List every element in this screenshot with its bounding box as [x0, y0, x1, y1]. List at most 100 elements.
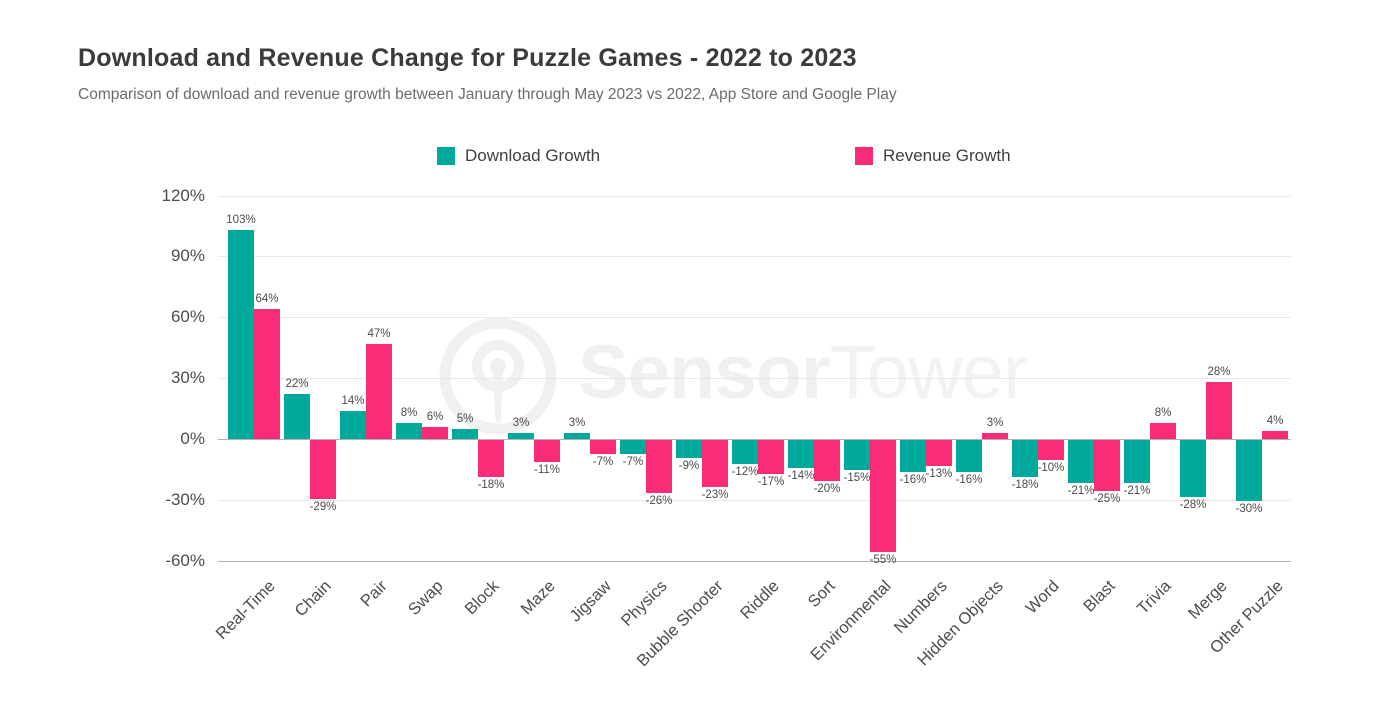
gridline	[218, 378, 1291, 379]
gridline	[218, 317, 1291, 318]
bar-download-growth[interactable]	[284, 394, 310, 439]
bar-value-label: -7%	[592, 456, 614, 469]
bar-value-label: 64%	[255, 293, 279, 306]
bar-revenue-growth[interactable]	[310, 440, 336, 499]
bar-value-label: -13%	[925, 468, 953, 481]
y-axis-tick-label: -30%	[165, 490, 205, 509]
bar-download-growth[interactable]	[396, 422, 422, 439]
bar-value-label: 8%	[400, 406, 418, 419]
bar-value-label: -18%	[1011, 478, 1039, 491]
gridline	[218, 196, 1291, 197]
bar-download-growth[interactable]	[732, 440, 758, 465]
bar-revenue-growth[interactable]	[758, 440, 784, 475]
bar-value-label: 3%	[512, 416, 530, 429]
bar-revenue-growth[interactable]	[814, 440, 840, 481]
bar-revenue-growth[interactable]	[1094, 440, 1120, 491]
legend-item-revenue-growth[interactable]: Revenue Growth	[855, 146, 1011, 166]
bar-download-growth[interactable]	[956, 440, 982, 473]
page-subtitle: Comparison of download and revenue growt…	[78, 86, 897, 103]
bar-value-label: -9%	[678, 460, 700, 473]
bar-download-growth[interactable]	[1236, 440, 1262, 501]
bar-value-label: -20%	[813, 482, 841, 495]
bar-revenue-growth[interactable]	[1150, 422, 1176, 439]
bar-value-label: -16%	[899, 474, 927, 487]
bar-value-label: -25%	[1093, 492, 1121, 505]
bar-download-growth[interactable]	[564, 432, 590, 439]
bar-download-growth[interactable]	[620, 440, 646, 455]
bar-download-growth[interactable]	[1068, 440, 1094, 483]
bar-revenue-growth[interactable]	[702, 440, 728, 487]
bar-revenue-growth[interactable]	[982, 432, 1008, 439]
bar-revenue-growth[interactable]	[534, 440, 560, 463]
bar-value-label: 4%	[1266, 414, 1284, 427]
bar-value-label: -18%	[477, 478, 505, 491]
bar-download-growth[interactable]	[1124, 440, 1150, 483]
bar-value-label: -23%	[701, 488, 729, 501]
watermark-text: SensorTower	[578, 330, 1028, 415]
bar-value-label: 14%	[341, 394, 365, 407]
zero-axis-line	[218, 439, 1291, 440]
legend-label: Revenue Growth	[883, 146, 1011, 165]
bar-download-growth[interactable]	[452, 428, 478, 439]
legend-label: Download Growth	[465, 146, 601, 165]
bar-value-label: -7%	[622, 456, 644, 469]
bar-value-label: -30%	[1235, 502, 1263, 515]
bar-value-label: -21%	[1067, 484, 1095, 497]
bar-value-label: 5%	[456, 412, 474, 425]
bar-value-label: -28%	[1179, 498, 1207, 511]
bar-revenue-growth[interactable]	[366, 343, 392, 439]
bar-revenue-growth[interactable]	[926, 440, 952, 467]
bar-value-label: 47%	[367, 327, 391, 340]
gridline	[218, 561, 1291, 562]
bar-value-label: 28%	[1207, 366, 1231, 379]
y-axis-tick-label: 120%	[161, 186, 205, 205]
gridline	[218, 256, 1291, 257]
bar-value-label: 3%	[568, 416, 586, 429]
bar-value-label: -10%	[1037, 462, 1065, 475]
bar-value-label: -12%	[731, 466, 759, 479]
bar-value-label: -15%	[843, 472, 871, 485]
legend-item-download-growth[interactable]: Download Growth	[437, 146, 600, 166]
bar-revenue-growth[interactable]	[590, 440, 616, 455]
y-axis-tick-label: 30%	[170, 368, 205, 387]
bar-download-growth[interactable]	[340, 410, 366, 439]
bar-revenue-growth[interactable]	[870, 440, 896, 552]
y-axis-tick-label: 0%	[180, 429, 205, 448]
bar-revenue-growth[interactable]	[1038, 440, 1064, 461]
page-title: Download and Revenue Change for Puzzle G…	[78, 44, 857, 72]
bar-value-label: 3%	[986, 416, 1004, 429]
revenue-growth-swatch-icon	[855, 147, 873, 165]
bar-download-growth[interactable]	[1012, 440, 1038, 477]
bar-download-growth[interactable]	[676, 440, 702, 459]
y-axis-tick-label: 60%	[170, 307, 205, 326]
bar-download-growth[interactable]	[1180, 440, 1206, 497]
bar-value-label: 103%	[226, 214, 256, 227]
bar-download-growth[interactable]	[508, 432, 534, 439]
bar-download-growth[interactable]	[788, 440, 814, 469]
bar-revenue-growth[interactable]	[478, 440, 504, 477]
y-axis-tick-label: -60%	[165, 551, 205, 570]
bar-value-label: -26%	[645, 494, 673, 507]
bar-revenue-growth[interactable]	[1206, 382, 1232, 439]
bar-value-label: -55%	[869, 553, 897, 566]
bar-download-growth[interactable]	[900, 440, 926, 473]
bar-download-growth[interactable]	[228, 230, 254, 439]
bar-revenue-growth[interactable]	[254, 309, 280, 439]
bar-value-label: -17%	[757, 476, 785, 489]
download-growth-swatch-icon	[437, 147, 455, 165]
bar-value-label: 22%	[285, 378, 309, 391]
bar-revenue-growth[interactable]	[1262, 430, 1288, 439]
bar-revenue-growth[interactable]	[646, 440, 672, 493]
bar-value-label: -21%	[1123, 484, 1151, 497]
bar-revenue-growth[interactable]	[422, 426, 448, 439]
bar-value-label: 6%	[426, 410, 444, 423]
bar-download-growth[interactable]	[844, 440, 870, 471]
bar-value-label: -14%	[787, 470, 815, 483]
bar-value-label: 8%	[1154, 406, 1172, 419]
y-axis-tick-label: 90%	[170, 246, 205, 265]
gridline	[218, 500, 1291, 501]
bar-value-label: -16%	[955, 474, 983, 487]
bar-value-label: -29%	[309, 500, 337, 513]
bar-value-label: -11%	[534, 464, 560, 477]
